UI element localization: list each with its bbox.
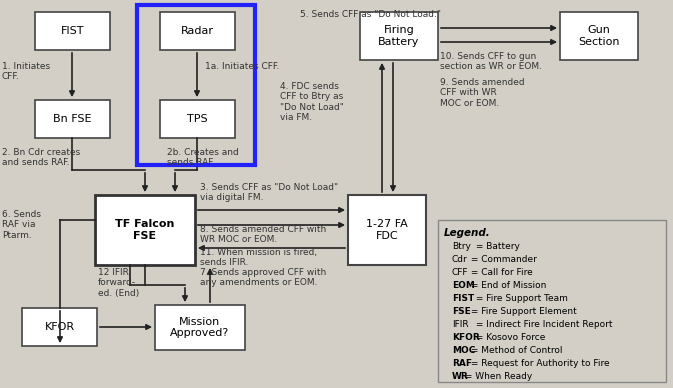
Text: = Method of Control: = Method of Control	[468, 346, 562, 355]
Text: 10. Sends CFF to gun
section as WR or EOM.: 10. Sends CFF to gun section as WR or EO…	[440, 52, 542, 71]
Bar	[137, 5, 255, 165]
Bar	[95, 195, 195, 265]
Text: MOC: MOC	[452, 346, 475, 355]
Text: KFOR: KFOR	[452, 333, 480, 342]
Text: 9. Sends amended
CFF with WR
MOC or EOM.: 9. Sends amended CFF with WR MOC or EOM.	[440, 78, 525, 108]
Text: CFF: CFF	[452, 268, 468, 277]
Text: Legend.: Legend.	[444, 228, 491, 238]
Bar	[155, 305, 245, 350]
Text: 7. Sends approved CFF with
any amendments or EOM.: 7. Sends approved CFF with any amendment…	[200, 268, 326, 288]
Text: Btry: Btry	[452, 242, 471, 251]
Text: = When Ready: = When Ready	[462, 372, 532, 381]
Bar	[560, 12, 638, 60]
Text: = Indirect Fire Incident Report: = Indirect Fire Incident Report	[473, 320, 612, 329]
Text: 2b. Creates and
sends RAF.: 2b. Creates and sends RAF.	[167, 148, 239, 167]
Text: TF Falcon
FSE: TF Falcon FSE	[115, 219, 175, 241]
Text: Cdr: Cdr	[452, 255, 468, 264]
Bar	[22, 308, 97, 346]
Bar	[35, 12, 110, 50]
Text: 3. Sends CFF as "Do Not Load"
via digital FM.: 3. Sends CFF as "Do Not Load" via digita…	[200, 183, 338, 203]
Text: 2. Bn Cdr creates
and sends RAF.: 2. Bn Cdr creates and sends RAF.	[2, 148, 80, 167]
Text: = Kosovo Force: = Kosovo Force	[473, 333, 545, 342]
Text: Gun
Section: Gun Section	[578, 25, 620, 47]
Text: Mission
Approved?: Mission Approved?	[170, 317, 229, 338]
Text: Firing
Battery: Firing Battery	[378, 25, 420, 47]
Text: FIST: FIST	[452, 294, 474, 303]
Text: FSE: FSE	[452, 307, 470, 316]
Text: FIST: FIST	[61, 26, 84, 36]
Text: 4. FDC sends
CFF to Btry as
"Do Not Load"
via FM.: 4. FDC sends CFF to Btry as "Do Not Load…	[280, 82, 344, 122]
Text: RAF: RAF	[452, 359, 472, 368]
Bar	[160, 12, 235, 50]
Text: Radar: Radar	[181, 26, 214, 36]
Text: 1a. Initiates CFF.: 1a. Initiates CFF.	[205, 62, 279, 71]
Text: 1-27 FA
FDC: 1-27 FA FDC	[366, 219, 408, 241]
Text: = Call for Fire: = Call for Fire	[468, 268, 532, 277]
Bar	[360, 12, 438, 60]
Text: 12 IFIR
forward-
ed. (End): 12 IFIR forward- ed. (End)	[98, 268, 139, 298]
Text: EOM: EOM	[452, 281, 475, 290]
Text: TPS: TPS	[187, 114, 208, 124]
Text: 6. Sends
RAF via
Ptarm.: 6. Sends RAF via Ptarm.	[2, 210, 41, 240]
Text: = Fire Support Element: = Fire Support Element	[468, 307, 576, 316]
Text: IFIR: IFIR	[452, 320, 468, 329]
Text: 5. Sends CFF as "Do Not Load.": 5. Sends CFF as "Do Not Load."	[300, 10, 441, 19]
Bar	[35, 100, 110, 138]
Text: = Battery: = Battery	[473, 242, 520, 251]
Text: = End of Mission: = End of Mission	[468, 281, 546, 290]
Bar	[348, 195, 426, 265]
Text: = Request for Authority to Fire: = Request for Authority to Fire	[468, 359, 609, 368]
Text: WR: WR	[452, 372, 469, 381]
Text: = Commander: = Commander	[468, 255, 536, 264]
Bar	[438, 220, 666, 382]
Bar	[160, 100, 235, 138]
Text: 11. When mission is fired,
sends IFIR.: 11. When mission is fired, sends IFIR.	[200, 248, 317, 267]
Text: = Fire Support Team: = Fire Support Team	[473, 294, 567, 303]
Text: Bn FSE: Bn FSE	[53, 114, 92, 124]
Text: KFOR: KFOR	[44, 322, 75, 332]
Text: 1. Initiates
CFF.: 1. Initiates CFF.	[2, 62, 50, 81]
Text: 8. Sends amended CFF with
WR MOC or EOM.: 8. Sends amended CFF with WR MOC or EOM.	[200, 225, 326, 244]
